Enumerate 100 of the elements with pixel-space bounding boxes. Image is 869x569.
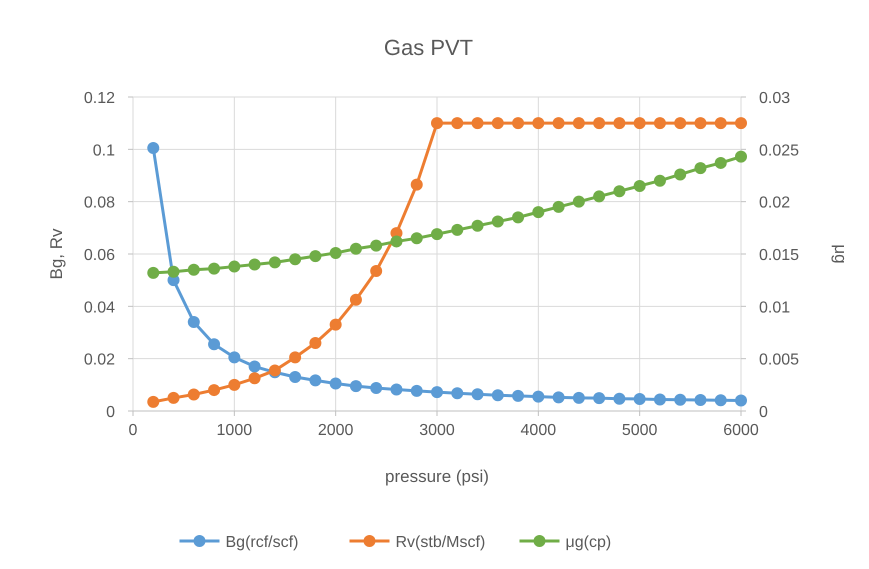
chart-title: Gas PVT <box>384 35 474 60</box>
point <box>410 232 423 244</box>
point <box>552 200 565 213</box>
point <box>613 117 626 130</box>
point <box>309 374 322 386</box>
point <box>431 117 443 130</box>
legend-label: Rv(stb/Mscf) <box>396 534 486 551</box>
y2-axis-title: μg <box>831 244 850 264</box>
point <box>472 220 484 232</box>
point <box>572 117 585 130</box>
point <box>492 117 504 130</box>
point <box>472 388 484 400</box>
point <box>208 384 220 396</box>
point <box>228 351 240 364</box>
point <box>735 117 747 130</box>
point <box>208 262 220 275</box>
point <box>248 372 261 384</box>
y-tick-label: 0.12 <box>84 90 116 107</box>
point <box>350 294 362 306</box>
y2-tick-label: 0.025 <box>759 142 800 160</box>
point <box>613 392 626 405</box>
point <box>512 211 524 224</box>
point <box>268 256 281 268</box>
point <box>674 394 686 406</box>
point <box>289 253 302 266</box>
point <box>390 235 402 248</box>
x-tick-label: 6000 <box>723 422 759 439</box>
y-axis-title: Bg, Rv <box>47 228 66 280</box>
y2-tick-label: 0.02 <box>759 194 790 212</box>
point <box>410 384 423 397</box>
point <box>593 117 606 130</box>
point <box>714 156 727 169</box>
point <box>168 392 180 404</box>
point <box>593 190 606 202</box>
y-tick-label: 0.08 <box>84 194 116 212</box>
point <box>694 394 706 406</box>
point <box>451 117 464 130</box>
point <box>330 318 342 331</box>
point <box>309 250 322 262</box>
point <box>694 162 706 174</box>
point <box>248 258 261 270</box>
point <box>634 117 646 130</box>
point <box>694 117 706 130</box>
point <box>330 246 342 259</box>
point <box>208 338 220 350</box>
x-tick-label: 1000 <box>216 422 252 439</box>
y-tick-label: 0.04 <box>84 299 116 316</box>
point <box>370 265 382 278</box>
point <box>654 117 666 130</box>
y-tick-label: 0.06 <box>84 247 116 264</box>
point <box>410 178 423 191</box>
point <box>735 150 747 163</box>
point <box>370 382 382 394</box>
point <box>309 336 322 349</box>
point <box>228 260 240 273</box>
point <box>572 196 585 208</box>
point <box>532 206 544 218</box>
point <box>714 394 727 406</box>
point <box>492 389 504 402</box>
point <box>552 117 565 130</box>
point <box>532 117 544 130</box>
point <box>512 390 524 402</box>
point <box>674 168 686 180</box>
point <box>350 242 362 255</box>
point <box>512 117 524 130</box>
x-tick-label: 5000 <box>622 422 658 439</box>
point <box>431 228 443 240</box>
point <box>147 396 160 408</box>
legend-label: Bg(rcf/scf) <box>226 534 298 551</box>
y2-tick-label: 0 <box>759 404 768 421</box>
x-tick-label: 0 <box>128 422 138 439</box>
point <box>188 264 200 276</box>
y2-tick-label: 0.01 <box>759 299 790 316</box>
point <box>634 180 646 192</box>
y2-tick-label: 0.015 <box>759 247 800 264</box>
x-tick-label: 2000 <box>318 422 354 439</box>
point <box>451 387 464 400</box>
legend-label: μg(cp) <box>566 534 612 551</box>
x-axis-title: pressure (psi) <box>385 467 489 486</box>
point <box>147 142 160 154</box>
point <box>654 174 666 187</box>
y2-tick-label: 0.005 <box>759 352 800 369</box>
point <box>492 216 504 228</box>
point <box>431 386 443 398</box>
point <box>451 224 464 236</box>
y-tick-label: 0.02 <box>84 352 116 369</box>
point <box>330 378 342 390</box>
point <box>572 392 585 404</box>
point <box>188 388 200 401</box>
x-tick-label: 4000 <box>520 422 556 439</box>
point <box>188 316 200 328</box>
point <box>289 351 302 364</box>
x-tick-label: 3000 <box>419 422 455 439</box>
point <box>228 378 240 391</box>
point <box>634 392 646 405</box>
point <box>248 360 261 373</box>
point <box>472 117 484 130</box>
point <box>714 117 727 130</box>
point <box>735 394 747 407</box>
y-tick-label: 0 <box>106 404 116 421</box>
